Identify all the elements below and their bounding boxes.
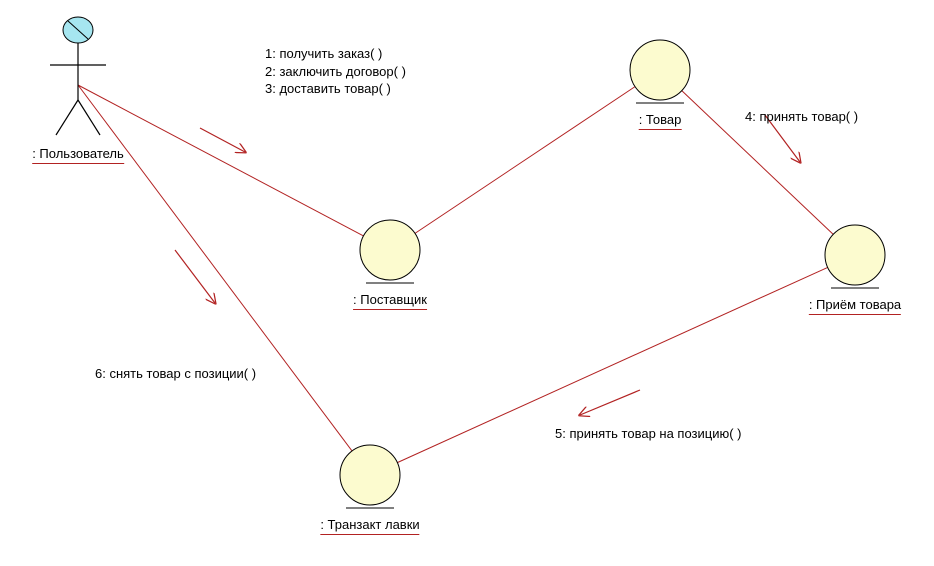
msg-group-1-3: 1: получить заказ( ) 2: заключить догово…	[265, 45, 406, 98]
msg-2: 2: заключить договор( )	[265, 63, 406, 81]
msg-1: 1: получить заказ( )	[265, 45, 406, 63]
label-goods: : Товар	[639, 112, 682, 130]
label-user: : Пользователь	[32, 146, 124, 164]
label-user-text: : Пользователь	[32, 146, 124, 161]
diagram-canvas	[0, 0, 934, 566]
label-tx: : Транзакт лавки	[320, 517, 419, 535]
object-goods	[630, 40, 690, 100]
label-supplier-text: : Поставщик	[353, 292, 427, 307]
object-receipt	[825, 225, 885, 285]
msg-5: 5: принять товар на позицию( )	[555, 425, 742, 443]
label-receipt-text: : Приём товара	[809, 297, 901, 312]
label-supplier: : Поставщик	[353, 292, 427, 310]
object-tx	[340, 445, 400, 505]
label-receipt: : Приём товара	[809, 297, 901, 315]
label-tx-text: : Транзакт лавки	[320, 517, 419, 532]
object-supplier	[360, 220, 420, 280]
label-goods-text: : Товар	[639, 112, 682, 127]
msg-3: 3: доставить товар( )	[265, 80, 406, 98]
msg-6: 6: снять товар с позиции( )	[95, 365, 256, 383]
actor-user	[50, 17, 106, 135]
msg-4: 4: принять товар( )	[745, 108, 858, 126]
